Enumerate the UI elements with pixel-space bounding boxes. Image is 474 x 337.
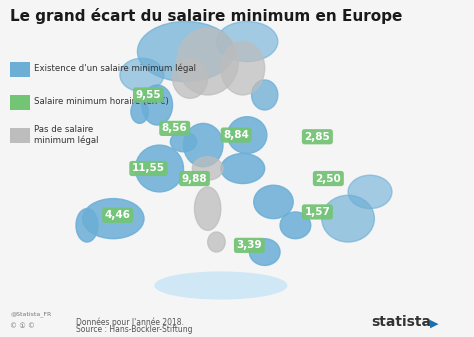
Ellipse shape	[173, 58, 208, 98]
Text: 8,56: 8,56	[162, 123, 188, 133]
Ellipse shape	[217, 22, 278, 62]
Text: Salaire minimum horaire (en €): Salaire minimum horaire (en €)	[34, 97, 169, 106]
FancyBboxPatch shape	[10, 128, 30, 144]
Ellipse shape	[348, 175, 392, 209]
Ellipse shape	[221, 41, 264, 95]
Text: Source : Hans-Böckler-Stiftung: Source : Hans-Böckler-Stiftung	[76, 325, 192, 334]
Text: 4,46: 4,46	[105, 210, 131, 220]
Ellipse shape	[82, 198, 144, 239]
Ellipse shape	[183, 123, 223, 167]
Text: ▶: ▶	[429, 319, 438, 329]
Ellipse shape	[322, 195, 374, 242]
Text: 1,57: 1,57	[304, 207, 330, 217]
FancyBboxPatch shape	[10, 62, 30, 76]
Ellipse shape	[142, 85, 173, 125]
Ellipse shape	[120, 58, 164, 92]
Ellipse shape	[221, 153, 264, 184]
Ellipse shape	[249, 239, 280, 266]
Text: @Statista_FR: @Statista_FR	[10, 311, 51, 317]
Ellipse shape	[155, 272, 287, 299]
Ellipse shape	[228, 117, 267, 153]
Text: 2,85: 2,85	[304, 132, 330, 142]
Text: Existence d'un salaire minimum légal: Existence d'un salaire minimum légal	[34, 63, 196, 73]
Ellipse shape	[131, 100, 148, 123]
Text: 3,39: 3,39	[237, 240, 262, 250]
Text: 2,50: 2,50	[316, 174, 341, 184]
Ellipse shape	[177, 28, 238, 95]
Ellipse shape	[192, 157, 223, 180]
Ellipse shape	[254, 185, 293, 219]
Text: statista: statista	[372, 315, 431, 329]
Ellipse shape	[252, 80, 278, 110]
Ellipse shape	[76, 209, 98, 242]
Text: Le grand écart du salaire minimum en Europe: Le grand écart du salaire minimum en Eur…	[10, 8, 402, 24]
Ellipse shape	[135, 145, 183, 192]
Text: 8,84: 8,84	[223, 130, 249, 140]
Text: © ① ©: © ① ©	[10, 323, 35, 329]
Ellipse shape	[194, 187, 221, 230]
Ellipse shape	[280, 212, 311, 239]
Text: Pas de salaire
minimum légal: Pas de salaire minimum légal	[34, 125, 99, 145]
Text: Données pour l'année 2018.: Données pour l'année 2018.	[76, 318, 184, 327]
Text: 9,55: 9,55	[136, 90, 161, 100]
Ellipse shape	[137, 22, 234, 82]
Ellipse shape	[170, 132, 197, 152]
Text: 11,55: 11,55	[132, 163, 165, 174]
FancyBboxPatch shape	[10, 95, 30, 110]
Ellipse shape	[208, 232, 225, 252]
Text: 9,88: 9,88	[182, 174, 207, 184]
